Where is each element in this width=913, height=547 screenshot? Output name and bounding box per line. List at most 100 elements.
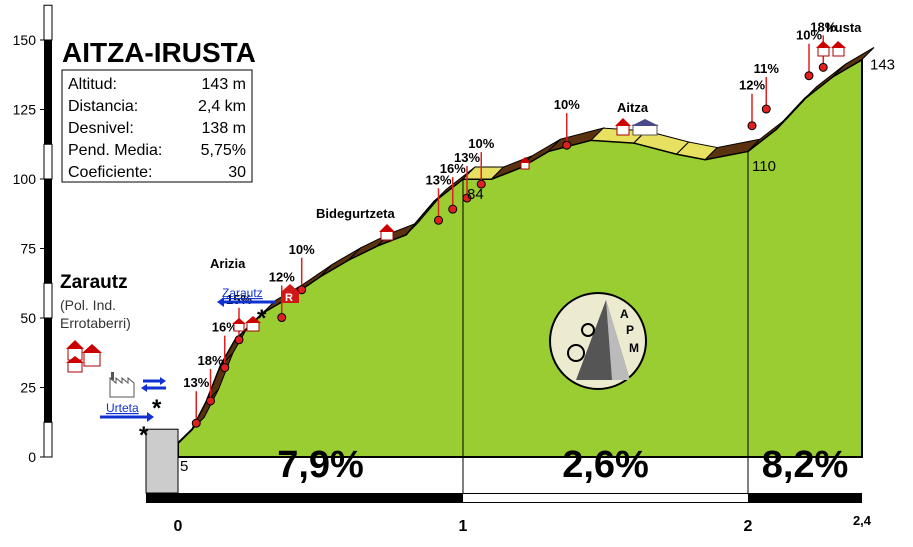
gradient-label: 13% <box>183 375 209 390</box>
house-icon <box>379 224 395 241</box>
marker-dot <box>297 285 307 295</box>
factory-icon <box>109 372 135 398</box>
marker-dot <box>804 71 814 81</box>
zarautz-arrow-head <box>217 297 224 307</box>
x-axis-segment <box>463 494 748 502</box>
marker-dot <box>818 62 828 72</box>
stats-table: Altitud: 143 m Distancia: 2,4 km Desnivel: 13… <box>68 76 246 181</box>
marker-dot <box>761 104 771 114</box>
stat-label: Pend. Media: <box>68 142 162 159</box>
houses-icon <box>232 316 261 332</box>
zarautz-arrow-label: Zarautz <box>222 286 263 300</box>
chart-title: AITZA-IRUSTA <box>62 37 256 68</box>
houses-icon <box>816 41 846 57</box>
urteta-arrow-head <box>147 412 154 422</box>
stat-label: Coeficiente: <box>68 164 153 181</box>
house-icon <box>519 157 531 170</box>
svg-text:R: R <box>285 292 293 304</box>
start-name: Zarautz <box>60 272 128 293</box>
sector-gradient: 2,6% <box>562 444 649 486</box>
start-sub-1: (Pol. Ind. <box>60 297 116 313</box>
asterisk-marker: * <box>257 305 267 332</box>
y-tick-label: 25 <box>20 380 36 396</box>
y-tick-label: 100 <box>13 171 37 187</box>
gradient-label: 10% <box>796 28 822 43</box>
houses-icon <box>66 340 102 373</box>
marker-dot <box>220 363 230 373</box>
gradient-label: 16% <box>440 161 466 176</box>
start-sub-2: Errotaberri) <box>60 315 131 331</box>
x-tick-label: 1 <box>459 518 468 535</box>
profile-fill <box>177 57 863 458</box>
sector-labels: 5 84 110 143 7,9% 2,6% 8,2% <box>180 56 895 493</box>
stat-label: Altitud: <box>68 76 117 93</box>
sector-altitude: 110 <box>752 158 776 175</box>
marker-dot <box>277 313 287 323</box>
place-aitza: Aitza <box>617 100 649 115</box>
gradient-label: 10% <box>554 97 580 112</box>
marker-dot <box>191 418 201 428</box>
y-tick-label: 0 <box>28 449 36 465</box>
x-tick-label: 2,4 <box>853 513 872 528</box>
marker-dot <box>234 335 244 345</box>
gradient-label: 12% <box>269 270 295 285</box>
sector-altitude: 5 <box>180 458 188 475</box>
gradient-label: 12% <box>739 78 765 93</box>
gradient-label: 13% <box>425 172 451 187</box>
logo-letter: M <box>629 341 639 355</box>
x-axis: 0 1 2 2,4 <box>146 493 872 535</box>
marker-dot <box>476 179 486 189</box>
stats-box <box>61 69 253 183</box>
place-arizia: Arizia <box>210 256 246 271</box>
road-segment <box>833 47 875 77</box>
asterisk-marker: * <box>152 395 162 422</box>
gradient-label: 11% <box>754 61 780 76</box>
gradient-label: 18% <box>197 353 223 368</box>
stat-value: 2,4 km <box>198 98 246 115</box>
x-tick-label: 0 <box>174 518 183 535</box>
marker-dot <box>448 204 458 214</box>
y-axis-segment <box>43 421 53 458</box>
logo-letter: A <box>620 307 629 321</box>
marker-dot <box>206 396 215 406</box>
gradient-label: 13% <box>454 150 480 165</box>
start-block <box>145 428 179 494</box>
gradient-label: 18% <box>810 19 836 34</box>
place-irusta: Irusta <box>826 20 862 35</box>
y-axis: 0 25 50 75 100 125 150 <box>13 4 53 465</box>
stat-value: 138 m <box>202 120 246 137</box>
stat-label: Desnivel: <box>68 120 134 137</box>
apm-logo: A P M <box>549 292 647 390</box>
y-tick-label: 125 <box>13 102 37 118</box>
stat-value: 5,75% <box>201 142 246 159</box>
sector-gradient: 8,2% <box>762 444 849 486</box>
y-tick-label: 150 <box>13 32 37 48</box>
restaurant-icon: R <box>281 284 299 304</box>
stat-value: 30 <box>228 164 246 181</box>
y-tick-label: 50 <box>20 310 36 326</box>
marker-dot <box>562 140 572 150</box>
sector-altitude: 143 <box>870 56 895 73</box>
gradient-label: 10% <box>468 136 494 151</box>
gradient-markers: 13%18%16%15%12%10%13%16%13%10%10%12%11%1… <box>183 19 837 428</box>
two-way-arrow-icon <box>141 377 166 392</box>
y-axis-segment <box>43 143 53 180</box>
marker-dot <box>434 215 443 225</box>
sector-gradient: 7,9% <box>277 444 364 486</box>
y-axis-segment <box>43 282 53 319</box>
sector-altitude: 84 <box>467 186 484 203</box>
urteta-arrow-label: Urteta <box>106 401 139 415</box>
asterisk-marker: * <box>139 422 149 449</box>
marker-dot <box>747 121 757 131</box>
houses-icon <box>615 118 659 136</box>
y-tick-label: 75 <box>20 241 36 257</box>
stat-label: Distancia: <box>68 98 138 115</box>
y-axis-segment <box>43 4 53 41</box>
logo-letter: P <box>626 323 634 337</box>
gradient-label: 10% <box>289 242 315 257</box>
stat-value: 143 m <box>202 76 246 93</box>
place-bidegurtzeta: Bidegurtzeta <box>316 206 396 221</box>
gradient-label: 16% <box>212 320 238 335</box>
x-tick-label: 2 <box>744 518 753 535</box>
